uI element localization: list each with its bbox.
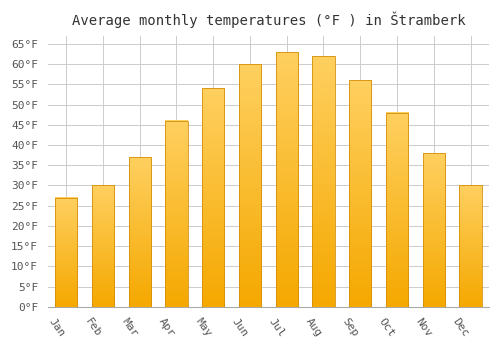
Bar [92,186,114,307]
Bar [386,113,408,307]
Bar [239,64,261,307]
Bar [276,52,298,307]
Bar [166,121,188,307]
Bar [460,186,481,307]
Bar [422,153,445,307]
Bar [55,198,77,307]
Bar [202,88,224,307]
Bar [349,80,372,307]
Bar [312,56,334,307]
Title: Average monthly temperatures (°F ) in Štramberk: Average monthly temperatures (°F ) in Št… [72,11,465,28]
Bar [128,157,150,307]
